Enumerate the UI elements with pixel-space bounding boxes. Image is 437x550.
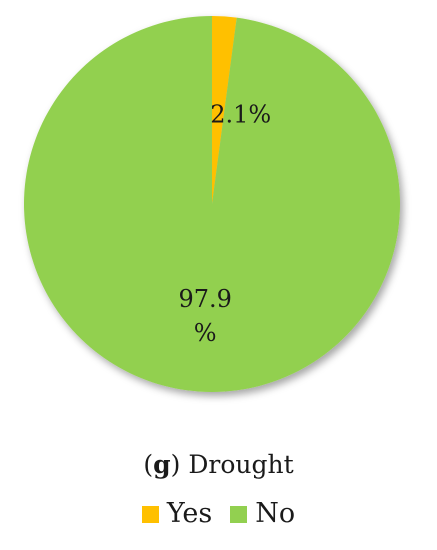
pie-chart: 2.1% 97.9%: [23, 16, 401, 392]
pie-slice-yes: [212, 16, 237, 204]
legend-label-no: No: [255, 498, 296, 529]
legend-item-no: No: [230, 497, 295, 531]
pie-label-yes: 2.1%: [210, 100, 271, 128]
pie-slices: [23, 16, 401, 392]
chart-legend: Yes No: [0, 497, 437, 531]
legend-swatch-yes: [141, 505, 159, 523]
caption-letter: g: [153, 450, 171, 479]
chart-caption: (g) Drought: [0, 450, 437, 480]
caption-title: ) Drought: [170, 450, 294, 479]
legend-label-yes: Yes: [166, 498, 213, 529]
caption-open-paren: (: [143, 450, 154, 479]
pie-label-no: 97.9%: [178, 285, 231, 347]
pie-slice-labels: 2.1% 97.9%: [178, 100, 271, 347]
legend-item-yes: Yes: [141, 497, 213, 531]
pie-slice-no: [23, 16, 401, 392]
legend-swatch-no: [230, 505, 248, 523]
